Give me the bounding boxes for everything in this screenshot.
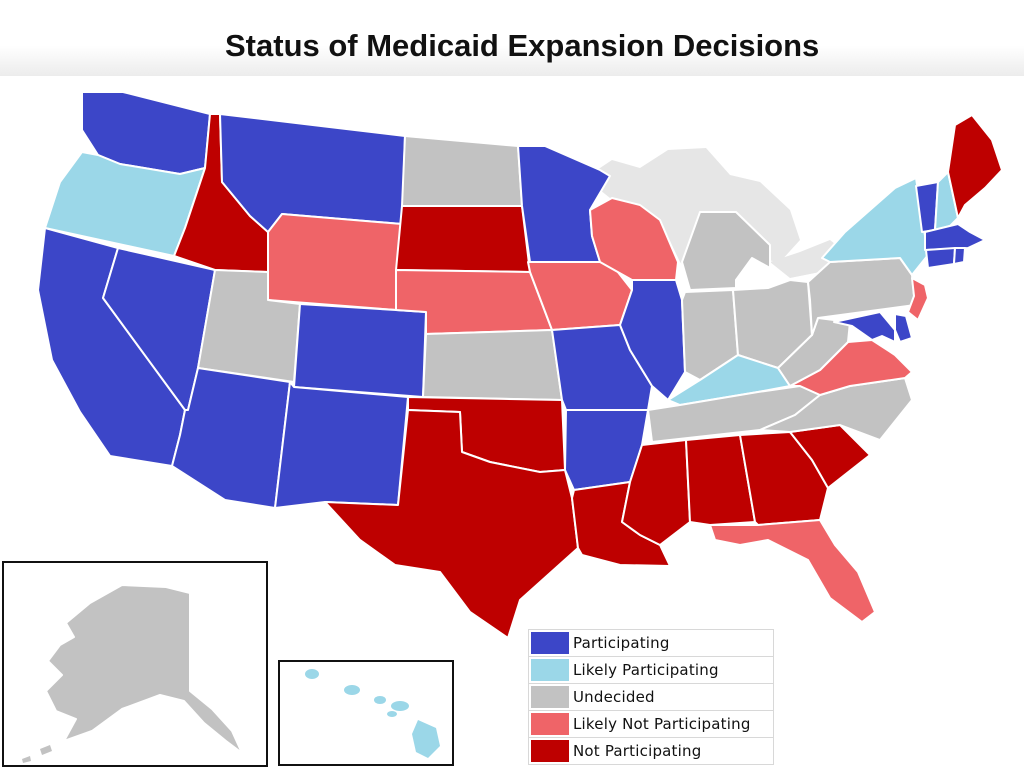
title-bar bbox=[0, 0, 1024, 76]
legend-swatch bbox=[531, 740, 569, 762]
page-title: Status of Medicaid Expansion Decisions bbox=[225, 28, 820, 63]
state-IL bbox=[619, 279, 686, 401]
legend: Participating Likely Participating Undec… bbox=[528, 629, 774, 765]
state-CO bbox=[293, 303, 427, 398]
state-FL bbox=[709, 519, 876, 623]
legend-item-participating: Participating bbox=[529, 630, 773, 657]
legend-label: Undecided bbox=[573, 688, 655, 706]
alaska-inset bbox=[2, 561, 268, 767]
legend-item-undecided: Undecided bbox=[529, 684, 773, 711]
state-ND bbox=[401, 135, 523, 207]
state-NM bbox=[274, 381, 409, 509]
state-WI bbox=[589, 197, 679, 281]
state-MT bbox=[219, 113, 406, 233]
state-NJ bbox=[907, 277, 929, 321]
legend-item-not-participating: Not Participating bbox=[529, 738, 773, 764]
state-NC bbox=[759, 377, 913, 441]
legend-label: Not Participating bbox=[573, 742, 702, 760]
legend-label: Likely Not Participating bbox=[573, 715, 751, 733]
hawaii-map bbox=[305, 669, 440, 758]
state-NH bbox=[934, 171, 959, 231]
state-SD bbox=[395, 205, 531, 273]
states-layer bbox=[37, 91, 1003, 639]
state-HI bbox=[305, 669, 440, 758]
legend-swatch bbox=[531, 686, 569, 708]
state-KS bbox=[422, 329, 563, 401]
state-TX bbox=[324, 409, 579, 639]
legend-item-likely-not-participating: Likely Not Participating bbox=[529, 711, 773, 738]
legend-swatch bbox=[531, 659, 569, 681]
legend-label: Likely Participating bbox=[573, 661, 719, 679]
state-WY bbox=[267, 213, 403, 311]
state-DE bbox=[894, 313, 913, 343]
legend-swatch bbox=[531, 713, 569, 735]
alaska-map bbox=[22, 584, 243, 763]
state-CT bbox=[925, 247, 956, 269]
legend-swatch bbox=[531, 632, 569, 654]
state-AL bbox=[685, 434, 756, 526]
state-MI bbox=[681, 211, 771, 291]
state-AK bbox=[45, 584, 243, 754]
legend-item-likely-participating: Likely Participating bbox=[529, 657, 773, 684]
hawaii-inset bbox=[278, 660, 454, 766]
state-RI bbox=[953, 247, 966, 265]
state-ME bbox=[947, 114, 1003, 219]
state-MD bbox=[833, 311, 896, 343]
aleutian-islands bbox=[22, 745, 52, 763]
legend-label: Participating bbox=[573, 634, 670, 652]
